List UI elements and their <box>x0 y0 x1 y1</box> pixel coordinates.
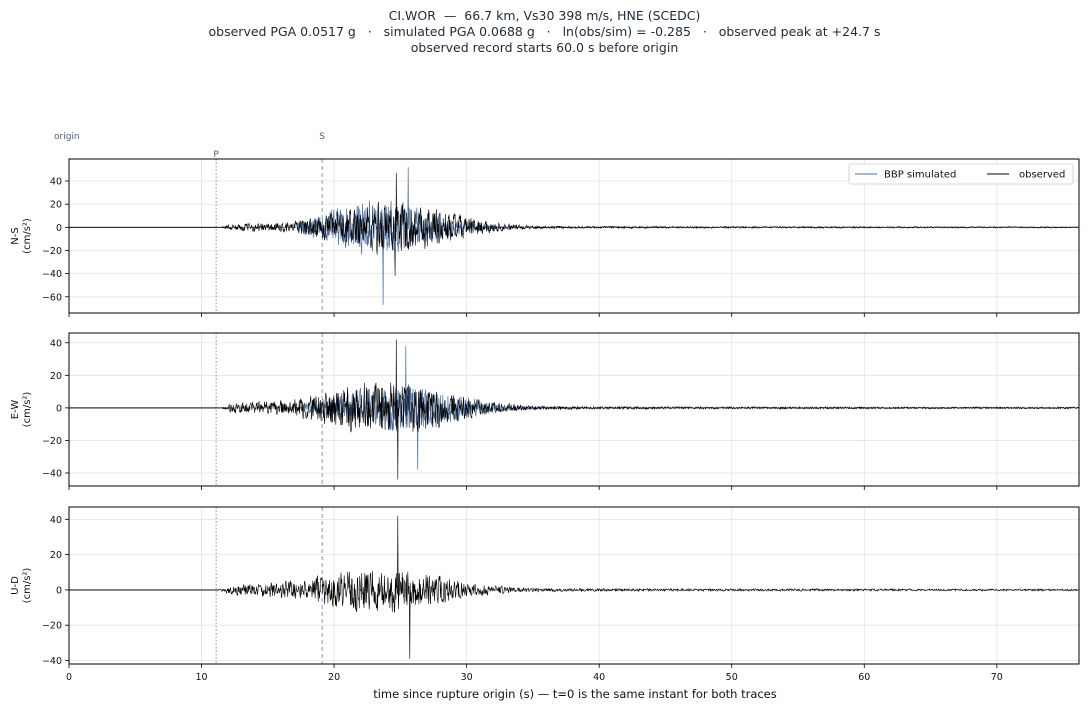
y-tick-label: 20 <box>50 550 62 561</box>
y-axis-unit-label: (cm/s²) <box>22 568 33 604</box>
y-tick-label: −20 <box>42 246 62 257</box>
y-tick-label: 0 <box>56 585 62 596</box>
p-marker-label: P <box>213 150 219 160</box>
y-tick-label: −20 <box>42 621 62 632</box>
traces <box>69 167 1079 305</box>
legend-box <box>848 163 1074 185</box>
legend: BBP simulated observed <box>848 163 1074 185</box>
y-tick-label: −40 <box>42 269 62 280</box>
y-tick-label: 40 <box>50 177 62 188</box>
traces <box>69 515 1079 659</box>
x-tick-label: 0 <box>66 672 72 683</box>
panel-e-w: −40 −20 0 20 40 E-W (cm/s²) <box>10 332 1080 490</box>
axes-frame <box>68 158 1080 314</box>
y-axis-label: N-S <box>10 227 21 244</box>
x-axis-label: time since rupture origin (s) — t=0 is t… <box>373 687 777 701</box>
chart-title: CI.WOR — 66.7 km, Vs30 398 m/s, HNE (SCE… <box>0 8 1089 56</box>
x-tick-label: 30 <box>461 672 473 683</box>
legend-simulated-label: BBP simulated <box>884 170 956 181</box>
y-tick-label: 40 <box>50 515 62 526</box>
observed-trace <box>69 172 1079 276</box>
y-axis-label: U-D <box>10 576 21 595</box>
y-tick-label: 20 <box>50 200 62 211</box>
axes-frame <box>68 506 1080 665</box>
origin-marker-label: origin <box>54 132 80 142</box>
y-tick-label: 20 <box>50 371 62 382</box>
y-tick-label: 40 <box>50 338 62 349</box>
title-line-1: CI.WOR — 66.7 km, Vs30 398 m/s, HNE (SCE… <box>388 8 701 23</box>
y-axis-unit-label: (cm/s²) <box>22 392 33 428</box>
axes-frame <box>68 332 1080 487</box>
panel-n-s: −60 −40 −20 0 20 40 N-S (cm/s²) BBP simulated obs… <box>10 158 1080 317</box>
x-tick-label: 50 <box>726 672 738 683</box>
traces <box>69 339 1079 480</box>
panel-u-d: −40 −20 0 20 40 0 10 20 30 40 50 60 70 U-D (cm/s²) <box>10 506 1080 683</box>
y-tick-label: 0 <box>56 403 62 414</box>
x-tick-label: 20 <box>328 672 340 683</box>
y-tick-label: −20 <box>42 436 62 447</box>
legend-observed-label: observed <box>1019 170 1065 181</box>
y-axis-unit-label: (cm/s²) <box>22 218 33 254</box>
s-marker-label: S <box>319 132 325 142</box>
observed-trace <box>69 339 1079 480</box>
x-tick-label: 70 <box>991 672 1003 683</box>
x-tick-label: 60 <box>858 672 870 683</box>
y-tick-label: −40 <box>42 468 62 479</box>
simulated-trace <box>69 167 1079 305</box>
y-axis-label: E-W <box>10 400 21 420</box>
y-tick-label: 0 <box>56 223 62 234</box>
x-tick-label: 40 <box>593 672 605 683</box>
title-line-2: observed PGA 0.0517 g · simulated PGA 0.… <box>208 24 881 39</box>
observed-trace <box>69 515 1079 659</box>
title-line-3: observed record starts 60.0 s before ori… <box>410 40 679 55</box>
y-tick-label: −40 <box>42 656 62 667</box>
x-tick-label: 10 <box>195 672 207 683</box>
y-tick-label: −60 <box>42 292 62 303</box>
